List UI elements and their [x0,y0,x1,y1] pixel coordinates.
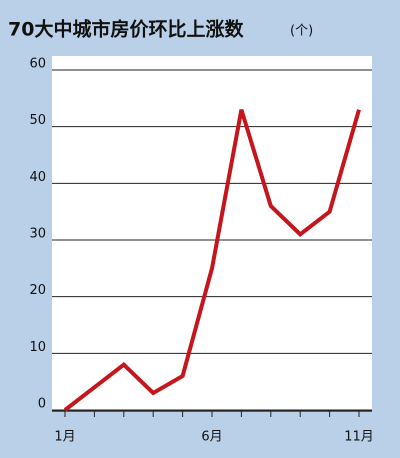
y-tick-label: 50 [29,113,46,128]
x-tick-label: 1月 [54,430,75,445]
y-tick-label: 20 [29,283,46,298]
y-tick-label: 10 [29,340,46,355]
y-tick-label: 40 [29,170,46,185]
x-tick-label: 6月 [201,430,222,445]
y-tick-label: 30 [29,227,46,242]
x-tick-label: 11月 [344,430,374,445]
y-tick-label: 0 [38,397,46,412]
unit-label: (个) [290,24,313,39]
plot-area [52,56,372,412]
data-line [63,109,361,412]
chart-title: 70大中城市房价环比上涨数 [8,18,244,41]
y-tick-label: 60 [29,57,46,72]
